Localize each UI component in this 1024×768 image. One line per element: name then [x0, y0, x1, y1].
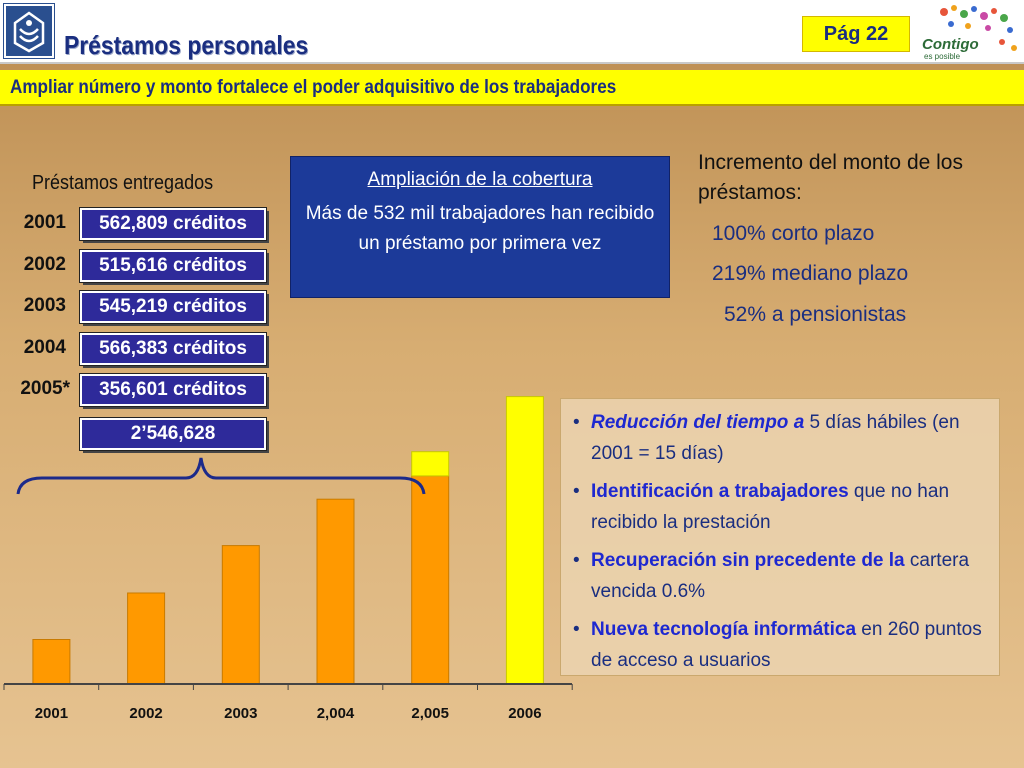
year-label: 2003	[23, 295, 66, 316]
chart-bar	[411, 451, 450, 477]
chart-bar	[221, 545, 260, 685]
achievement-text: cartera vencida 0.6%	[591, 550, 970, 602]
credit-box: 356,601 créditos	[79, 373, 267, 407]
chart-bars	[32, 396, 544, 685]
achievement-highlight: Reducción del tiempo a	[591, 412, 805, 433]
page-number-badge: Pág 22	[802, 16, 910, 52]
chart-x-tick-label: 2001	[35, 705, 68, 722]
hands-house-icon	[13, 11, 45, 53]
achievements-box: • Reducción del tiempo a 5 días hábiles …	[560, 398, 1000, 676]
credit-box: 545,219 créditos	[79, 290, 267, 324]
institution-logo	[3, 3, 55, 59]
year-label: 2005*	[20, 378, 70, 399]
bullet-icon: •	[573, 550, 580, 571]
achievement-highlight: Identificación a trabajadores	[591, 481, 849, 502]
bullet-icon: •	[573, 481, 580, 502]
year-label: 2004	[23, 337, 66, 358]
chart-x-tick-label: 2002	[129, 705, 162, 722]
increase-heading: Incremento del monto de los préstamos:	[698, 151, 963, 204]
chart-x-tick-label: 2,005	[411, 705, 449, 722]
chart-bar	[316, 498, 355, 685]
contigo-logo-subtext: es posible	[924, 52, 961, 61]
total-credits-box: 2’546,628	[79, 417, 267, 451]
contigo-logo-text: Contigo	[922, 36, 979, 53]
chart-x-labels: 2001 2002 2003 2,004 2,005 2006	[3, 684, 573, 722]
achievement-text: que no han recibido la prestación	[591, 481, 950, 533]
credit-box: 562,809 créditos	[79, 207, 267, 241]
achievement-text: en 260 puntos de acceso a usuarios	[591, 619, 982, 671]
achievement-text: 5 días hábiles (en 2001 = 15 días)	[591, 412, 960, 464]
credit-box: 515,616 créditos	[79, 249, 267, 283]
loans-heading: Préstamos entregados	[32, 172, 214, 194]
increase-item: 100% corto plazo	[712, 222, 875, 245]
bullet-icon: •	[573, 412, 580, 433]
contigo-logo	[940, 5, 1017, 51]
chart-x-tick-label: 2003	[224, 705, 257, 722]
coverage-box: Ampliación de la cobertura Más de 532 mi…	[290, 156, 670, 298]
achievement-item: • Reducción del tiempo a 5 días hábiles …	[573, 407, 989, 469]
bullet-icon: •	[573, 619, 580, 640]
chart-bar	[505, 396, 544, 685]
loans-bar-chart: 2001 2002 2003 2,004 2,005 2006	[3, 396, 573, 722]
increase-item: 52% a pensionistas	[724, 303, 907, 326]
year-label: 2001	[23, 212, 66, 233]
year-label: 2002	[23, 254, 66, 275]
achievement-item: • Identificación a trabajadores que no h…	[573, 476, 989, 538]
achievement-item: • Recuperación sin precedente de la cart…	[573, 545, 989, 607]
coverage-body: Más de 532 mil trabajadores han recibido…	[305, 203, 655, 254]
page-title: Préstamos personales	[64, 30, 309, 60]
credit-box: 566,383 créditos	[79, 332, 267, 366]
subtitle-bar: Ampliar número y monto fortalece el pode…	[0, 70, 1024, 106]
header-bar: Préstamos personales Pág 22 Contigo es p…	[0, 0, 1024, 64]
chart-x-tick-label: 2006	[508, 705, 541, 722]
coverage-title: Ampliación de la cobertura	[367, 169, 593, 190]
chart-x-tick-label: 2,004	[317, 705, 355, 722]
chart-bar	[127, 592, 166, 685]
achievement-highlight: Nueva tecnología informática	[591, 619, 857, 640]
chart-bar	[411, 475, 450, 685]
increase-item: 219% mediano plazo	[712, 262, 909, 285]
slide-subtitle: Ampliar número y monto fortalece el pode…	[10, 77, 617, 98]
achievement-item: • Nueva tecnología informática en 260 pu…	[573, 614, 989, 676]
achievement-highlight: Recuperación sin precedente de la	[591, 550, 905, 571]
years-brace	[16, 457, 426, 495]
chart-bar	[32, 639, 71, 685]
